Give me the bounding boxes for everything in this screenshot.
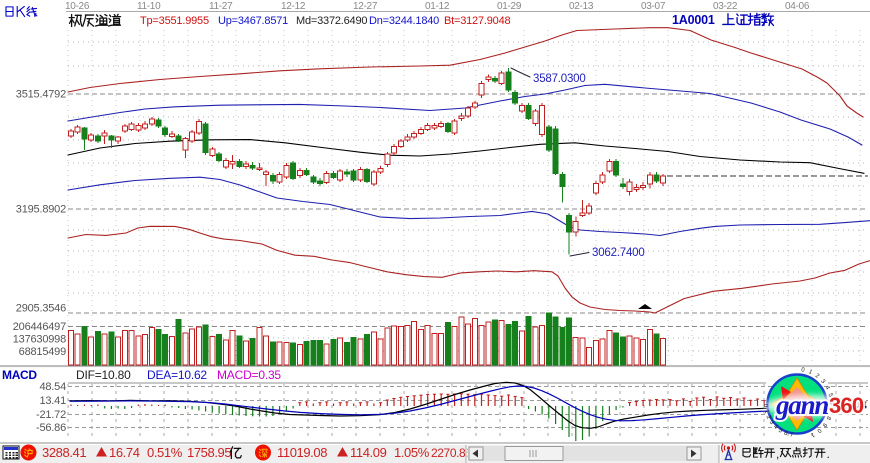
- svg-text:8: 8: [824, 415, 831, 421]
- svg-text:.: .: [827, 447, 830, 461]
- svg-text:360: 360: [829, 393, 864, 418]
- svg-text:01-12: 01-12: [425, 1, 450, 12]
- svg-text:5: 5: [827, 393, 834, 398]
- svg-text:Up=3467.8571: Up=3467.8571: [218, 15, 288, 27]
- svg-text:3515.4792: 3515.4792: [16, 89, 66, 101]
- svg-text:,: ,: [776, 447, 779, 461]
- svg-text:4: 4: [772, 424, 779, 431]
- svg-text:02-13: 02-13: [569, 1, 594, 12]
- svg-text:-21.72: -21.72: [36, 409, 66, 421]
- svg-text:16.74: 16.74: [109, 445, 140, 460]
- svg-text:gann: gann: [775, 390, 828, 420]
- svg-text:01-29: 01-29: [497, 1, 522, 12]
- svg-text:03-07: 03-07: [641, 1, 666, 12]
- svg-text:3587.0300: 3587.0300: [533, 73, 586, 85]
- svg-text:DEA=10.62: DEA=10.62: [147, 368, 207, 382]
- svg-text:5: 5: [777, 428, 784, 435]
- svg-text:206446497: 206446497: [13, 321, 66, 333]
- svg-text:1758.95: 1758.95: [187, 445, 231, 460]
- svg-text:13.41: 13.41: [39, 395, 66, 407]
- svg-text:114.09: 114.09: [350, 445, 387, 460]
- svg-text:0: 0: [762, 404, 768, 408]
- svg-text:gann: gann: [775, 390, 828, 420]
- svg-text:0: 0: [801, 367, 806, 374]
- svg-text:3288.41: 3288.41: [42, 445, 86, 460]
- svg-text:DIF=10.80: DIF=10.80: [76, 368, 131, 382]
- svg-text:68815499: 68815499: [19, 346, 66, 358]
- svg-text:6: 6: [828, 401, 834, 405]
- svg-text:Dn=3244.1840: Dn=3244.1840: [369, 15, 439, 27]
- svg-text:7: 7: [789, 432, 794, 439]
- svg-text:MACD=0.35: MACD=0.35: [217, 368, 281, 382]
- svg-text:1: 1: [809, 431, 815, 438]
- svg-text:03-22: 03-22: [713, 1, 738, 12]
- svg-text:2: 2: [814, 373, 821, 380]
- svg-text:11-27: 11-27: [209, 1, 233, 12]
- svg-text:3: 3: [768, 420, 775, 427]
- svg-text:6: 6: [783, 430, 789, 437]
- svg-text:137630998: 137630998: [13, 334, 66, 346]
- svg-text:11-10: 11-10: [137, 1, 161, 12]
- svg-text:3062.7400: 3062.7400: [592, 247, 645, 259]
- svg-text:04-06: 04-06: [785, 1, 810, 12]
- svg-text:2905.3546: 2905.3546: [16, 303, 66, 315]
- svg-text:-56.86: -56.86: [36, 422, 66, 434]
- svg-text:MACD: MACD: [2, 368, 37, 382]
- svg-text:4: 4: [824, 385, 831, 391]
- svg-text:Md=3372.6490: Md=3372.6490: [296, 15, 367, 27]
- svg-text:3195.8902: 3195.8902: [16, 204, 66, 216]
- svg-text:1: 1: [808, 369, 814, 376]
- svg-text:12-12: 12-12: [281, 1, 306, 12]
- svg-text:2: 2: [765, 415, 772, 421]
- svg-text:360: 360: [829, 393, 864, 418]
- svg-text:2270.86: 2270.86: [431, 446, 472, 460]
- svg-text:3: 3: [819, 379, 826, 386]
- svg-text:9: 9: [820, 421, 827, 428]
- svg-text:Tp=3551.9955: Tp=3551.9955: [140, 15, 209, 27]
- svg-text:Bt=3127.9048: Bt=3127.9048: [444, 15, 510, 27]
- svg-text:1A0001: 1A0001: [672, 13, 715, 27]
- svg-text:7: 7: [827, 408, 834, 413]
- svg-text:12-27: 12-27: [353, 1, 378, 12]
- svg-text:10-26: 10-26: [65, 1, 90, 12]
- svg-text:11019.08: 11019.08: [277, 445, 327, 460]
- svg-text:1: 1: [763, 409, 770, 414]
- svg-text:48.54: 48.54: [39, 381, 66, 393]
- svg-text:0.51%: 0.51%: [147, 445, 183, 460]
- svg-text:1.05%: 1.05%: [394, 445, 430, 460]
- svg-text:0: 0: [815, 427, 822, 434]
